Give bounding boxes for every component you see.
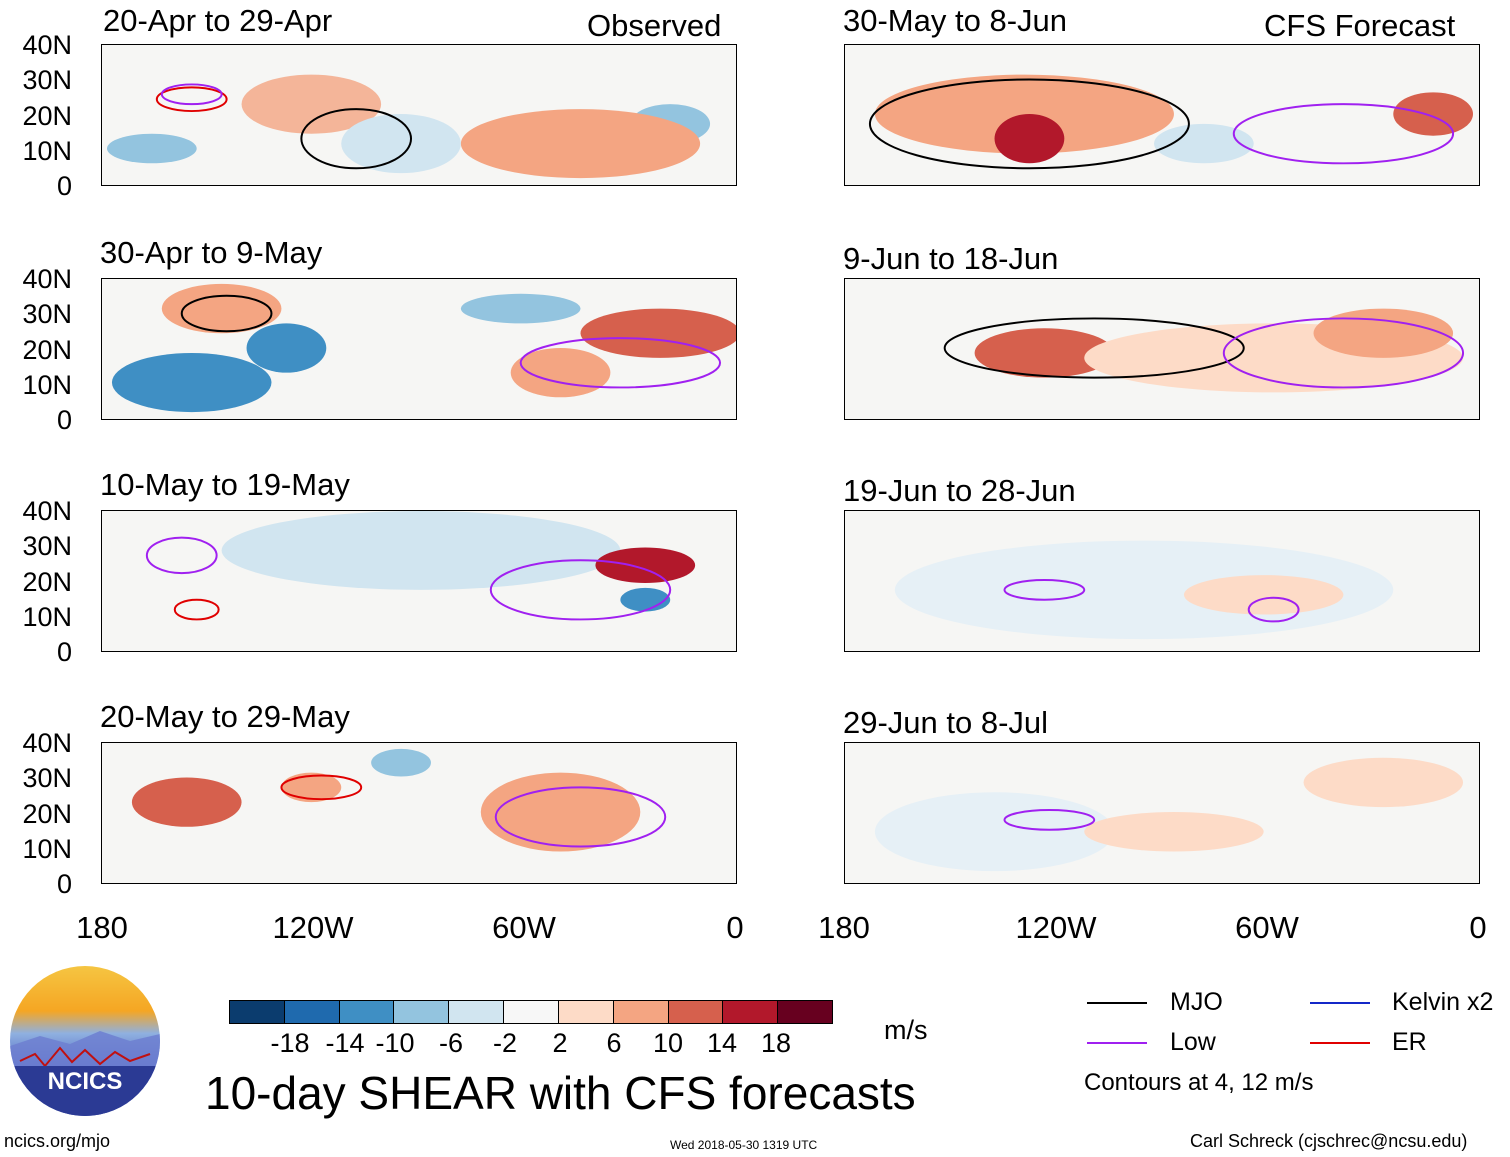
map-panel-4 [101, 742, 737, 884]
ncics-logo-text: NCICS [47, 1068, 123, 1095]
legend-label-er: ER [1392, 1028, 1427, 1056]
y-tick-1-40n: 40N [22, 30, 72, 60]
map-panel-3 [101, 510, 737, 652]
y-tick-1-20n: 20N [22, 101, 72, 131]
contour-note: Contours at 4, 12 m/s [1084, 1069, 1314, 1096]
colorbar-swatch-6 [557, 1000, 613, 1024]
panel-title-8: 29-Jun to 8-Jul [843, 705, 1049, 740]
panel-title-3: 10-May to 19-May [100, 467, 350, 502]
y-tick-2-40n: 40N [22, 264, 72, 294]
x-tick-right-120w: 120W [1015, 910, 1097, 945]
y-tick-3-0: 0 [56, 637, 72, 667]
y-tick-4-10n: 10N [22, 834, 72, 864]
colorbar-swatch-0 [229, 1000, 284, 1024]
observed-tag: Observed [587, 8, 722, 43]
panel-title-2: 30-Apr to 9-May [100, 235, 323, 270]
colorbar-swatch-8 [667, 1000, 723, 1024]
legend-label-kelvin: Kelvin x2 [1392, 988, 1494, 1016]
panel-title-7: 19-Jun to 28-Jun [843, 473, 1076, 508]
cbar-tick-10: 10 [652, 1028, 684, 1058]
x-tick-right-0: 0 [1469, 910, 1487, 945]
y-tick-2-10n: 10N [22, 370, 72, 400]
map-panel-6 [844, 278, 1480, 420]
cbar-tick-m6: -6 [438, 1028, 463, 1058]
map-panel-5 [844, 44, 1480, 186]
y-tick-2-20n: 20N [22, 335, 72, 365]
cbar-tick-18: 18 [760, 1028, 792, 1058]
colorbar-swatch-2 [338, 1000, 394, 1024]
cbar-tick-14: 14 [706, 1028, 738, 1058]
colorbar [229, 1000, 833, 1024]
legend-line-er [1310, 1042, 1370, 1044]
colorbar-swatch-10 [777, 1000, 833, 1024]
y-tick-3-40n: 40N [22, 496, 72, 526]
panel-title-6: 9-Jun to 18-Jun [843, 241, 1059, 276]
cbar-tick-m10: -10 [375, 1028, 415, 1058]
map-panel-1 [101, 44, 737, 186]
y-tick-4-30n: 30N [22, 763, 72, 793]
legend-label-mjo: MJO [1170, 988, 1223, 1016]
footer-author: Carl Schreck (cjschrec@ncsu.edu) [1190, 1131, 1468, 1151]
y-tick-2-30n: 30N [22, 299, 72, 329]
legend-line-kelvin [1310, 1002, 1370, 1004]
colorbar-units: m/s [884, 1015, 928, 1045]
panel-title-5: 30-May to 8-Jun [843, 3, 1067, 38]
map-panel-2 [101, 278, 737, 420]
colorbar-swatch-7 [612, 1000, 668, 1024]
y-tick-1-0: 0 [56, 171, 72, 201]
map-panel-8 [844, 742, 1480, 884]
y-tick-4-20n: 20N [22, 799, 72, 829]
x-tick-right-180: 180 [818, 910, 870, 945]
y-tick-3-20n: 20N [22, 567, 72, 597]
ncics-logo: NCICS [10, 966, 160, 1116]
cbar-tick-2: 2 [552, 1028, 568, 1058]
x-tick-left-180: 180 [76, 910, 128, 945]
colorbar-swatch-3 [393, 1000, 449, 1024]
y-tick-4-40n: 40N [22, 728, 72, 758]
x-tick-left-0: 0 [726, 910, 744, 945]
y-tick-4-0: 0 [56, 869, 72, 899]
cbar-tick-m18: -18 [270, 1028, 310, 1058]
colorbar-swatch-5 [503, 1000, 558, 1024]
map-panel-7 [844, 510, 1480, 652]
y-tick-2-0: 0 [56, 405, 72, 435]
footer-url[interactable]: ncics.org/mjo [4, 1131, 111, 1151]
x-tick-right-60w: 60W [1235, 910, 1299, 945]
colorbar-swatch-1 [283, 1000, 339, 1024]
cbar-tick-m2: -2 [492, 1028, 517, 1058]
legend-line-low [1087, 1042, 1147, 1044]
y-tick-1-10n: 10N [22, 136, 72, 166]
x-tick-left-60w: 60W [492, 910, 556, 945]
figure-title: 10-day SHEAR with CFS forecasts [205, 1067, 916, 1119]
y-tick-1-30n: 30N [22, 65, 72, 95]
cfs-forecast-tag: CFS Forecast [1264, 8, 1456, 43]
footer-timestamp: Wed 2018-05-30 1319 UTC [670, 1138, 818, 1152]
panel-title-1: 20-Apr to 29-Apr [103, 3, 333, 38]
cbar-tick-6: 6 [606, 1028, 622, 1058]
legend-label-low: Low [1170, 1028, 1216, 1056]
colorbar-swatch-4 [448, 1000, 504, 1024]
x-tick-left-120w: 120W [272, 910, 354, 945]
y-tick-3-30n: 30N [22, 531, 72, 561]
y-tick-3-10n: 10N [22, 602, 72, 632]
panel-title-4: 20-May to 29-May [100, 699, 350, 734]
legend-line-mjo [1087, 1002, 1147, 1004]
cbar-tick-m14: -14 [325, 1028, 365, 1058]
colorbar-swatch-9 [722, 1000, 778, 1024]
